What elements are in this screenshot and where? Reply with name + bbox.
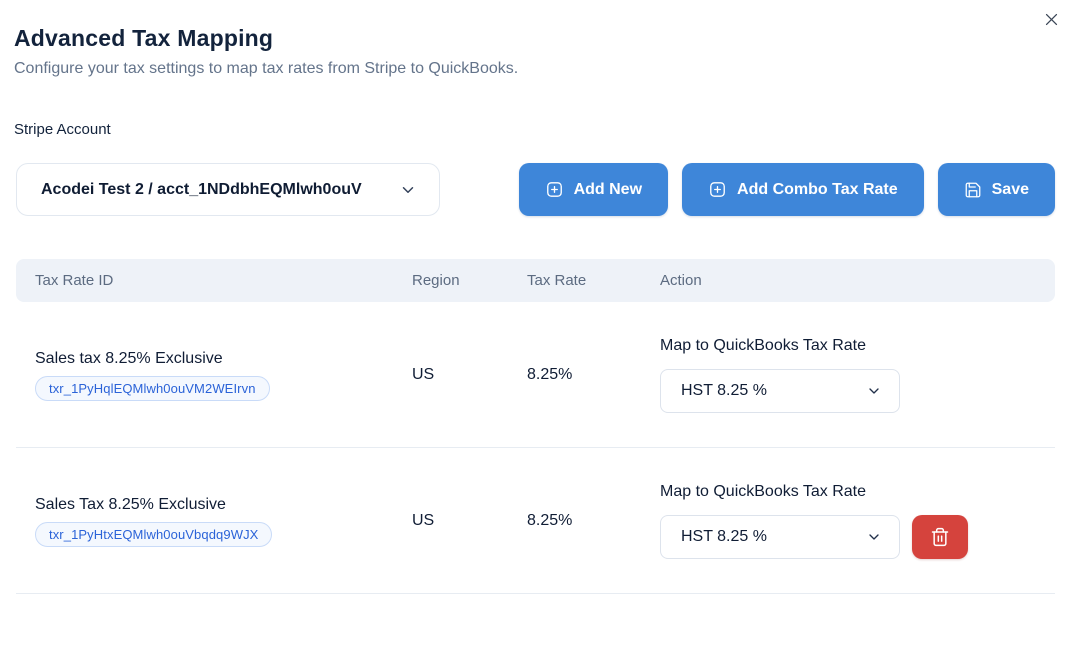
- quickbooks-rate-selected-value: HST 8.25 %: [681, 527, 767, 545]
- delete-row-button[interactable]: [912, 514, 968, 559]
- tax-rate-id-badge: txr_1PyHtxEQMlwh0ouVbqdq9WJX: [35, 521, 273, 547]
- quickbooks-rate-selected-value: HST 8.25 %: [681, 381, 767, 399]
- tax-rate-value: 8.25%: [527, 511, 573, 529]
- dialog-header: Advanced Tax Mapping Configure your tax …: [0, 0, 1070, 80]
- table-header-row: Tax Rate ID Region Tax Rate Action: [16, 259, 1055, 302]
- plus-square-icon: [545, 180, 564, 199]
- map-to-quickbooks-label: Map to QuickBooks Tax Rate: [660, 336, 867, 354]
- header-action: Action: [660, 272, 702, 289]
- quickbooks-tax-rate-select[interactable]: HST 8.25 %: [660, 368, 900, 413]
- table-row: Sales Tax 8.25% Exclusive txr_1PyHtxEQMl…: [16, 448, 1055, 594]
- page-subtitle: Configure your tax settings to map tax r…: [14, 60, 519, 77]
- close-icon: [1043, 11, 1060, 28]
- stripe-account-label: Stripe Account: [14, 121, 111, 138]
- action-cell: Map to QuickBooks Tax Rate HST 8.25 %: [660, 483, 1055, 559]
- add-combo-tax-rate-label: Add Combo Tax Rate: [737, 180, 898, 198]
- plus-square-icon: [708, 180, 727, 199]
- tax-rate-name: Sales tax 8.25% Exclusive: [35, 349, 223, 367]
- tax-mapping-table: Tax Rate ID Region Tax Rate Action Sales…: [16, 259, 1055, 594]
- add-new-button[interactable]: Add New: [518, 163, 669, 216]
- stripe-account-select[interactable]: Acodei Test 2 / acct_1NDdbhEQMlwh0ouV: [16, 163, 440, 216]
- header-region: Region: [412, 272, 460, 289]
- add-new-label: Add New: [573, 180, 643, 198]
- add-combo-tax-rate-button[interactable]: Add Combo Tax Rate: [682, 163, 924, 216]
- quickbooks-tax-rate-select[interactable]: HST 8.25 %: [660, 514, 900, 559]
- save-label: Save: [991, 180, 1029, 198]
- tax-rate-id-cell: Sales Tax 8.25% Exclusive txr_1PyHtxEQMl…: [35, 495, 412, 547]
- region-value: US: [412, 365, 435, 383]
- controls-row: Acodei Test 2 / acct_1NDdbhEQMlwh0ouV Ad…: [16, 163, 1055, 216]
- stripe-account-selected-value: Acodei Test 2 / acct_1NDdbhEQMlwh0ouV: [41, 180, 362, 198]
- tax-rate-value: 8.25%: [527, 365, 573, 383]
- chevron-down-icon: [399, 181, 417, 199]
- chevron-down-icon: [866, 529, 882, 545]
- save-icon: [964, 181, 982, 199]
- tax-rate-id-cell: Sales tax 8.25% Exclusive txr_1PyHqlEQMl…: [35, 349, 412, 401]
- map-to-quickbooks-label: Map to QuickBooks Tax Rate: [660, 482, 867, 500]
- tax-rate-id-badge: txr_1PyHqlEQMlwh0ouVM2WEIrvn: [35, 375, 270, 401]
- tax-rate-name: Sales Tax 8.25% Exclusive: [35, 495, 226, 513]
- header-tax-rate-id: Tax Rate ID: [35, 272, 114, 289]
- action-cell: Map to QuickBooks Tax Rate HST 8.25 %: [660, 337, 1055, 413]
- close-button[interactable]: [1040, 8, 1062, 30]
- table-row: Sales tax 8.25% Exclusive txr_1PyHqlEQMl…: [16, 302, 1055, 448]
- toolbar: Add New Add Combo Tax Rate Save: [518, 163, 1055, 216]
- save-button[interactable]: Save: [937, 163, 1055, 216]
- region-value: US: [412, 511, 435, 529]
- chevron-down-icon: [866, 383, 882, 399]
- header-tax-rate: Tax Rate: [527, 272, 587, 289]
- trash-icon: [930, 527, 950, 547]
- page-title: Advanced Tax Mapping: [14, 25, 274, 51]
